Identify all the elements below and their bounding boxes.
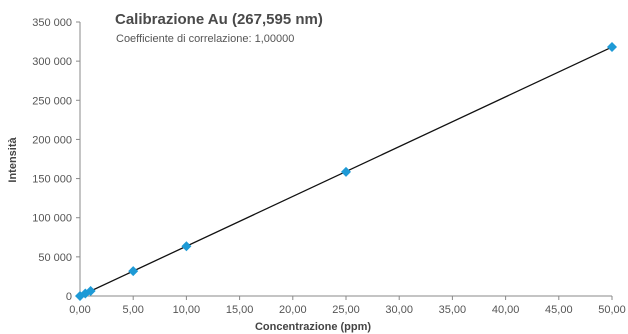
x-tick-label: 0,00 — [69, 304, 90, 316]
y-tick-label: 200 000 — [32, 134, 72, 146]
y-tick-label: 50 000 — [38, 252, 72, 264]
x-tick-label: 45,00 — [545, 304, 573, 316]
y-tick-label: 350 000 — [32, 17, 72, 29]
x-tick-label: 15,00 — [226, 304, 254, 316]
x-tick-label: 5,00 — [122, 304, 143, 316]
data-points — [75, 42, 617, 301]
y-tick-label: 150 000 — [32, 174, 72, 186]
data-point-marker — [181, 241, 192, 252]
chart-title: Calibrazione Au (267,595 nm) — [115, 11, 323, 28]
data-point-marker — [341, 166, 351, 177]
y-tick-label: 250 000 — [32, 95, 72, 107]
y-tick-label: 0 — [66, 291, 72, 303]
y-axis-title: Intensità — [7, 137, 19, 183]
data-point-marker — [85, 285, 96, 296]
x-tick-label: 20,00 — [279, 304, 307, 316]
x-axis-title: Concentrazione (ppm) — [255, 321, 371, 333]
x-tick-label: 40,00 — [492, 304, 520, 316]
x-tick-label: 30,00 — [385, 304, 413, 316]
x-ticks: 0,00 5,00 10,00 15,00 20,00 25,00 30,00 35,00 40… — [69, 296, 626, 316]
data-point-marker — [607, 42, 617, 53]
data-point-marker — [128, 266, 139, 277]
x-tick-label: 10,00 — [173, 304, 201, 316]
y-tick-label: 100 000 — [32, 213, 72, 225]
x-tick-label: 25,00 — [332, 304, 360, 316]
x-tick-label: 35,00 — [439, 304, 467, 316]
y-tick-label: 300 000 — [32, 56, 72, 68]
x-tick-label: 50,00 — [598, 304, 626, 316]
y-ticks: 0 50 000 100 000 150 000 200 000 250 000 300 0… — [32, 17, 80, 303]
chart-subtitle: Coefficiente di correlazione: 1,00000 — [116, 33, 294, 45]
